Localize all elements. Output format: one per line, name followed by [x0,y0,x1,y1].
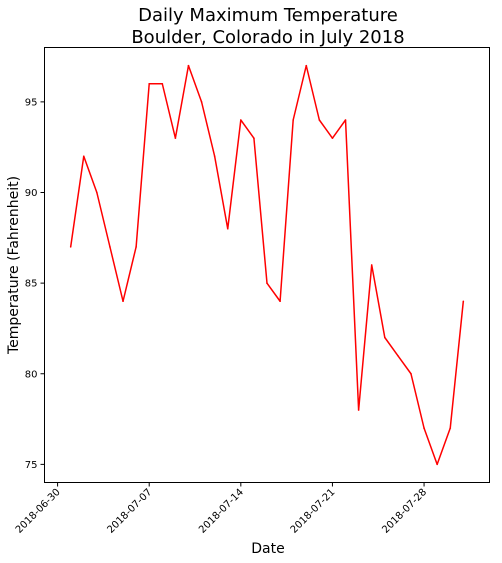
data-point [200,101,203,103]
y-tick-label: 75 [25,460,38,471]
data-point [357,409,360,411]
y-axis-label: Temperature (Fahrenheit) [6,176,22,355]
x-tick-label: 2018-06-30 [14,487,63,536]
chart-title: Daily Maximum Temperature [138,5,398,26]
y-tick-label: 95 [25,97,38,108]
data-point [213,155,216,158]
y-axis-ticks: 75 80 85 90 95 [25,97,45,471]
data-point [436,463,438,466]
data-point [397,354,399,357]
data-point [122,300,124,303]
temperature-line [69,64,465,466]
x-axis-label: Date [251,541,284,557]
data-point [96,191,98,194]
data-point [279,300,281,303]
data-point [331,137,334,139]
data-point [423,427,425,429]
data-point [69,246,72,248]
data-points [69,64,465,466]
data-point [410,372,412,375]
chart-subtitle: Boulder, Colorado in July 2018 [131,27,404,48]
x-tick-label: 2018-07-21 [289,487,338,536]
data-point [82,155,85,158]
data-point [109,246,111,248]
data-point [266,282,268,284]
data-point [148,82,151,85]
data-point [370,264,373,266]
y-tick-label: 80 [25,369,38,380]
data-point [135,246,137,248]
x-tick-label: 2018-07-07 [105,487,154,536]
data-point [161,82,164,85]
data-point [383,336,386,339]
data-point [240,119,242,121]
y-tick-label: 85 [25,279,38,290]
y-tick-label: 90 [25,188,38,199]
x-tick-label: 2018-07-28 [380,487,429,536]
data-point [449,427,452,429]
data-point [226,227,229,230]
data-point [462,300,465,303]
data-point [292,119,294,121]
data-point [187,64,190,67]
data-point [318,119,321,121]
plot-frame [44,47,490,483]
data-point [344,119,347,121]
x-axis-ticks: 2018-06-30 2018-07-07 2018-07-14 2018-07-21… [14,482,429,536]
x-tick-label: 2018-07-14 [197,487,246,536]
data-point [174,137,177,139]
data-point [253,137,255,139]
data-point [305,64,308,67]
